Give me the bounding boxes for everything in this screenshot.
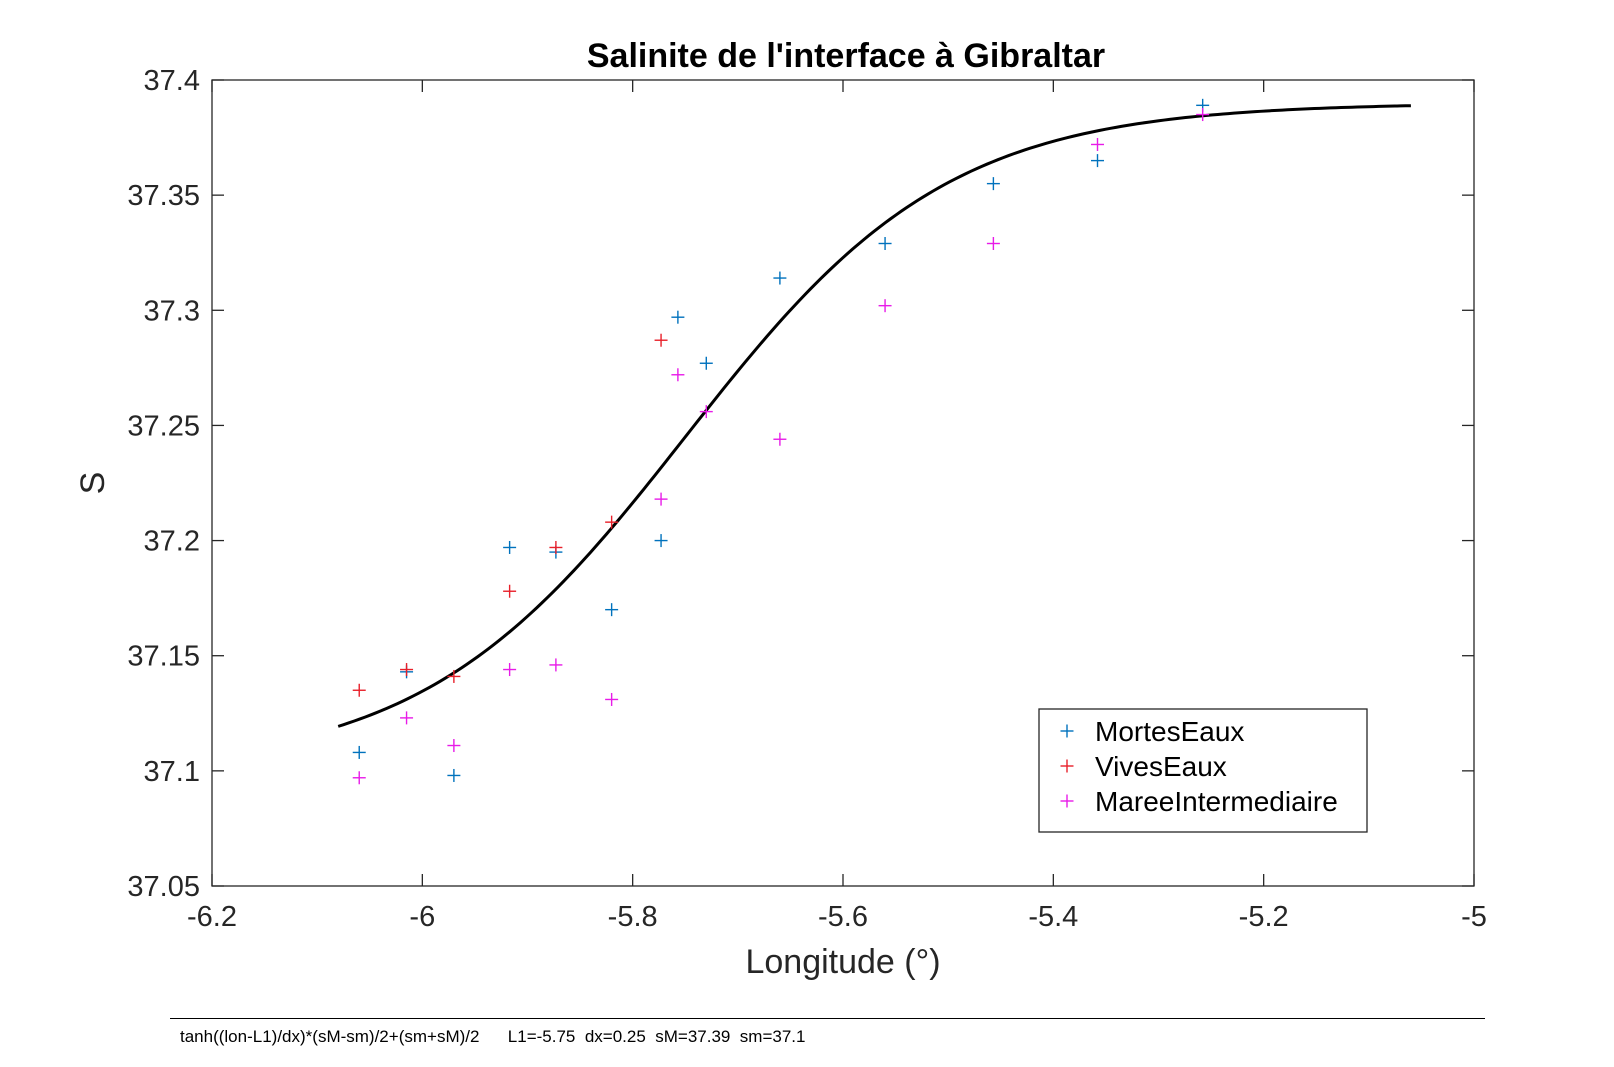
fit-curve	[337, 104, 1411, 728]
legend: MortesEaux VivesEaux MareeIntermediaire	[1038, 708, 1368, 833]
point-viveseaux	[605, 515, 619, 529]
point-viveseaux	[352, 683, 366, 697]
point-morteseaux	[671, 310, 685, 324]
point-viveseaux	[400, 663, 414, 677]
y-tick-label: 37.4	[144, 65, 200, 97]
footer-formula: tanh((lon-L1)/dx)*(sM-sm)/2+(sm+sM)/2 L1…	[180, 1027, 806, 1046]
x-tick-label: -6	[409, 901, 435, 933]
point-viveseaux	[447, 669, 461, 683]
y-tick-label: 37.2	[144, 526, 200, 558]
point-morteseaux	[699, 356, 713, 370]
y-axis-label: S	[74, 472, 112, 495]
x-axis: -6.2 -6 -5.8 -5.6 -5.4 -5.2 -5	[187, 80, 1487, 933]
point-mareeintermediaire	[654, 492, 668, 506]
legend-entry: VivesEaux	[1095, 751, 1227, 782]
point-morteseaux	[352, 745, 366, 759]
legend-box	[1038, 708, 1368, 833]
point-mareeintermediaire	[699, 405, 713, 419]
point-mareeintermediaire	[1091, 137, 1105, 151]
point-mareeintermediaire	[447, 739, 461, 753]
point-mareeintermediaire	[503, 663, 517, 677]
fit-curve-layer	[337, 104, 1411, 728]
x-tick-label: -6.2	[187, 901, 237, 933]
x-tick-label: -5.2	[1239, 901, 1289, 933]
y-axis: 37.05 37.1 37.15 37.2 37.25 37.3 37.35 37.4	[127, 65, 1474, 903]
legend-entry: MareeIntermediaire	[1095, 786, 1338, 817]
x-tick-label: -5.4	[1028, 901, 1078, 933]
point-morteseaux	[773, 271, 787, 285]
point-morteseaux	[986, 177, 1000, 191]
chart-title: Salinite de l'interface à Gibraltar	[587, 37, 1105, 75]
point-viveseaux	[549, 540, 563, 554]
point-mareeintermediaire	[671, 368, 685, 382]
point-viveseaux	[503, 584, 517, 598]
y-tick-label: 37.1	[144, 756, 200, 788]
point-mareeintermediaire	[986, 237, 1000, 251]
legend-marker	[1060, 759, 1074, 773]
point-mareeintermediaire	[549, 658, 563, 672]
point-mareeintermediaire	[400, 711, 414, 725]
data-points-layer	[352, 98, 1210, 785]
point-mareeintermediaire	[605, 692, 619, 706]
point-morteseaux	[878, 237, 892, 251]
point-mareeintermediaire	[1196, 108, 1210, 122]
legend-marker	[1060, 724, 1074, 738]
point-viveseaux	[654, 333, 668, 347]
y-tick-label: 37.35	[127, 180, 200, 212]
point-mareeintermediaire	[773, 432, 787, 446]
x-tick-label: -5.6	[818, 901, 868, 933]
y-tick-label: 37.25	[127, 410, 200, 442]
point-morteseaux	[503, 540, 517, 554]
y-tick-label: 37.3	[144, 295, 200, 327]
y-tick-label: 37.15	[127, 641, 200, 673]
legend-entry: MortesEaux	[1095, 716, 1244, 747]
footer-divider	[170, 1018, 1485, 1019]
point-mareeintermediaire	[878, 299, 892, 313]
point-morteseaux	[447, 768, 461, 782]
legend-marker	[1060, 794, 1074, 808]
x-tick-label: -5	[1461, 901, 1487, 933]
point-morteseaux	[1091, 154, 1105, 168]
point-morteseaux	[654, 534, 668, 548]
y-tick-label: 37.05	[127, 871, 200, 903]
x-axis-label: Longitude (°)	[745, 943, 940, 981]
point-mareeintermediaire	[352, 771, 366, 785]
point-morteseaux	[605, 603, 619, 617]
x-tick-label: -5.8	[608, 901, 658, 933]
